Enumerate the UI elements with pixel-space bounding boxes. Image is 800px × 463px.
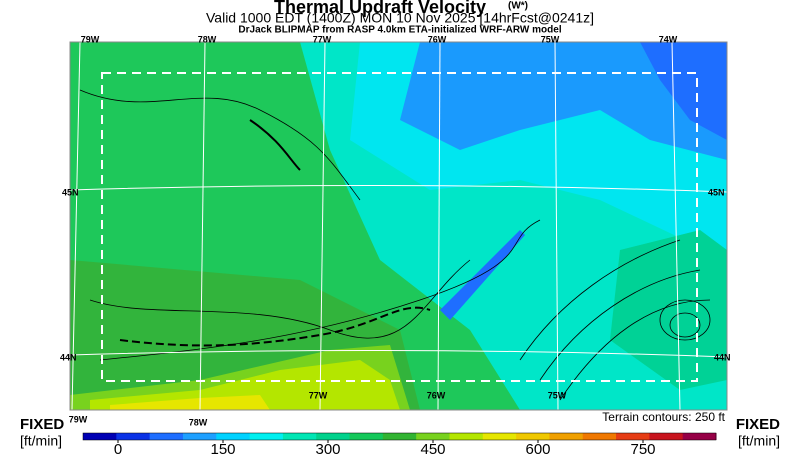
lon-label: 77W <box>313 34 332 44</box>
colorbar-swatch <box>316 433 351 440</box>
colorbar-swatch <box>382 433 417 440</box>
colorbar-swatch <box>449 433 484 440</box>
legend-label: FIXED <box>736 416 780 433</box>
lon-label: 75W <box>548 390 567 400</box>
colorbar-swatch <box>282 433 317 440</box>
colorbar-swatch <box>516 433 550 440</box>
colorbar-swatch <box>149 433 184 440</box>
colorbar-swatch <box>216 433 251 440</box>
colorbar-swatch <box>349 433 384 440</box>
map <box>70 42 727 410</box>
colorbar-swatch <box>116 433 151 440</box>
lat-label: 45N <box>708 187 725 197</box>
subtitle: Valid 1000 EDT (1400Z) MON 10 Nov 2025 [… <box>206 10 594 26</box>
colorbar-swatch <box>416 433 450 440</box>
title-units: (W*) <box>508 1 528 12</box>
model-note: DrJack BLIPMAP from RASP 4.0km ETA-initi… <box>238 25 561 36</box>
colorbar-tick-label: 150 <box>210 441 235 458</box>
lon-label: 74W <box>659 34 678 44</box>
legend-units: [ft/min] <box>20 433 62 449</box>
legend-label: FIXED <box>20 416 64 433</box>
colorbar-swatch <box>482 433 517 440</box>
lon-label: 76W <box>428 34 447 44</box>
legend-units: [ft/min] <box>738 433 780 449</box>
title: Thermal Updraft Velocity <box>274 0 486 17</box>
colorbar-swatch <box>549 433 584 440</box>
lat-label: 44N <box>60 352 77 362</box>
lon-label: 78W <box>198 34 217 44</box>
lat-label: 44N <box>714 352 731 362</box>
lon-label: 79W <box>69 414 88 424</box>
lon-label: 76W <box>427 390 446 400</box>
colorbar-swatch <box>649 433 684 440</box>
lon-label: 79W <box>81 34 100 44</box>
colorbar-swatch <box>616 433 650 440</box>
colorbar-swatch <box>682 433 717 440</box>
colorbar-tick-label: 750 <box>630 441 655 458</box>
lon-label: 77W <box>309 390 328 400</box>
colorbar-frame <box>82 432 717 441</box>
lon-label: 78W <box>189 417 208 427</box>
colorbar-tick-label: 300 <box>315 441 340 458</box>
terrain-note: Terrain contours: 250 ft <box>602 410 725 424</box>
colorbar-swatch <box>582 433 617 440</box>
colorbar-swatch <box>249 433 284 440</box>
colorbar-tick-label: 600 <box>525 441 550 458</box>
colorbar-tick-label: 0 <box>114 441 122 458</box>
colorbar-swatch <box>83 433 117 440</box>
colorbar-swatch <box>182 433 217 440</box>
colorbar-tick-label: 450 <box>420 441 445 458</box>
lat-label: 45N <box>62 187 79 197</box>
lon-label: 75W <box>541 34 560 44</box>
